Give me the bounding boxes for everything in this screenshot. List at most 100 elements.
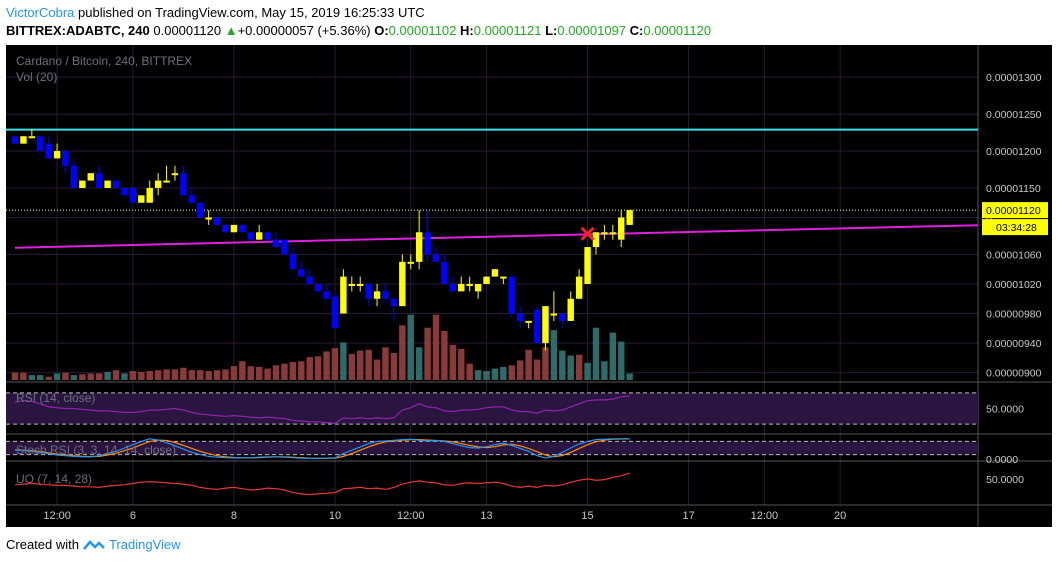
low-value: 0.00001097 xyxy=(557,23,627,38)
price-tick-label: 0 xyxy=(986,213,992,225)
tradingview-logo-icon xyxy=(83,539,105,550)
price-tick-label: 0.00001020 xyxy=(986,279,1042,291)
volume-bar xyxy=(533,359,541,380)
candle-body xyxy=(129,187,137,203)
volume-bar xyxy=(298,361,305,380)
candle-body xyxy=(390,298,398,307)
trading-chart[interactable]: 0.00001300 0.00001250 0.00001200 0.00001150… xyxy=(6,45,1052,527)
volume-bar xyxy=(272,365,280,380)
candle-body xyxy=(340,276,347,314)
volume-bar xyxy=(45,376,52,380)
candle-body xyxy=(626,210,633,225)
price-tick-label: 0.00001150 xyxy=(986,183,1041,195)
close-label: C: xyxy=(629,23,644,38)
time-tick-label: 13 xyxy=(480,510,492,522)
stoch-band xyxy=(6,441,978,455)
volume-bar xyxy=(154,370,162,380)
volume-bar xyxy=(365,349,372,380)
open-value: 0.00001102 xyxy=(388,23,457,38)
tradingview-brand[interactable]: TradingView xyxy=(108,537,181,552)
volume-bar xyxy=(28,375,36,380)
candle-body xyxy=(432,254,440,262)
volume-bar xyxy=(407,314,414,380)
author-link[interactable]: VictorCobra xyxy=(6,5,75,20)
candle-body xyxy=(264,232,271,240)
volume-bar xyxy=(432,314,440,380)
candle-body xyxy=(20,136,27,144)
candle-body xyxy=(222,224,229,233)
volume-bar xyxy=(601,361,608,380)
candle-body xyxy=(533,309,541,344)
volume-bar xyxy=(415,347,423,380)
volume-bar xyxy=(609,332,617,380)
time-axis[interactable]: 12:00 6 8 10 12:00 13 15 17 12:00 20 xyxy=(43,510,846,522)
volume-bar xyxy=(575,354,583,380)
rsi-band xyxy=(6,392,978,425)
chart-header: VictorCobra published on TradingView.com… xyxy=(6,4,1056,40)
candle-body xyxy=(121,187,128,196)
time-tick-label: 20 xyxy=(834,510,846,522)
candle-body xyxy=(542,306,549,344)
candle-body xyxy=(584,247,591,284)
stoch-level-label: 0.0000 xyxy=(986,454,1018,466)
price-tick-label: 0.00000980 xyxy=(986,309,1042,321)
volume-bar xyxy=(163,369,170,380)
volume-bar xyxy=(466,363,473,380)
current-price-tag xyxy=(982,202,1048,219)
volume-bar xyxy=(474,370,482,380)
volume-bar xyxy=(264,368,271,380)
candle-body xyxy=(281,239,288,255)
high-value: 0.00001121 xyxy=(473,23,542,38)
volume-bar xyxy=(500,366,507,380)
candle-body xyxy=(62,151,69,166)
candle-body xyxy=(289,254,297,270)
candlesticks xyxy=(11,128,633,351)
candle-body xyxy=(171,173,179,176)
candle-body xyxy=(525,320,532,323)
candle-body xyxy=(424,232,431,255)
candle-body xyxy=(407,261,414,264)
countdown-tag xyxy=(982,219,1048,236)
volume-bar xyxy=(306,357,313,380)
volume-bar xyxy=(592,327,600,380)
candle-body xyxy=(213,217,221,225)
volume-bar xyxy=(382,347,389,380)
candle-body xyxy=(247,232,254,240)
candle-body xyxy=(373,291,381,299)
time-tick-label: 12:00 xyxy=(751,510,779,522)
price-tick-label: 0.00000900 xyxy=(986,368,1042,380)
volume-bar xyxy=(222,369,229,380)
candle-body xyxy=(415,232,423,262)
volume-bar xyxy=(11,372,19,380)
volume-bar xyxy=(441,331,448,380)
volume-bar xyxy=(255,366,263,380)
uo-line xyxy=(14,472,630,496)
volume-bar xyxy=(373,359,381,380)
candle-body xyxy=(474,283,482,292)
candle-body xyxy=(323,291,330,299)
uo-label: UO (7, 14, 28) xyxy=(16,472,92,486)
volume-bar xyxy=(197,370,204,380)
drawn-lines[interactable] xyxy=(6,128,979,249)
volume-bar xyxy=(348,353,355,380)
volume-bar xyxy=(188,370,196,380)
candle-body xyxy=(491,269,499,277)
candle-body xyxy=(205,217,212,220)
candle-body xyxy=(154,180,162,188)
volume-bar xyxy=(289,362,297,380)
volume-bar xyxy=(146,371,153,380)
candle-body xyxy=(239,224,246,233)
cross-marker-icon xyxy=(580,226,595,241)
price-axis[interactable]: 0.00001300 0.00001250 0.00001200 0.00001150… xyxy=(982,72,1048,486)
rsi-level-label: 50.0000 xyxy=(986,404,1024,416)
candle-body xyxy=(96,173,103,188)
volume-bar xyxy=(525,349,532,380)
current-price-tag-label: 0.00001120 xyxy=(986,205,1041,217)
trend-line[interactable] xyxy=(14,224,979,249)
chart-title: Cardano / Bitcoin, 240, BITTREX xyxy=(16,54,192,68)
volume-bar xyxy=(542,347,549,380)
candle-body xyxy=(357,283,364,286)
volume-bar xyxy=(491,368,499,380)
up-arrow-icon: ▲ xyxy=(224,23,238,38)
volume-bar xyxy=(112,370,120,380)
